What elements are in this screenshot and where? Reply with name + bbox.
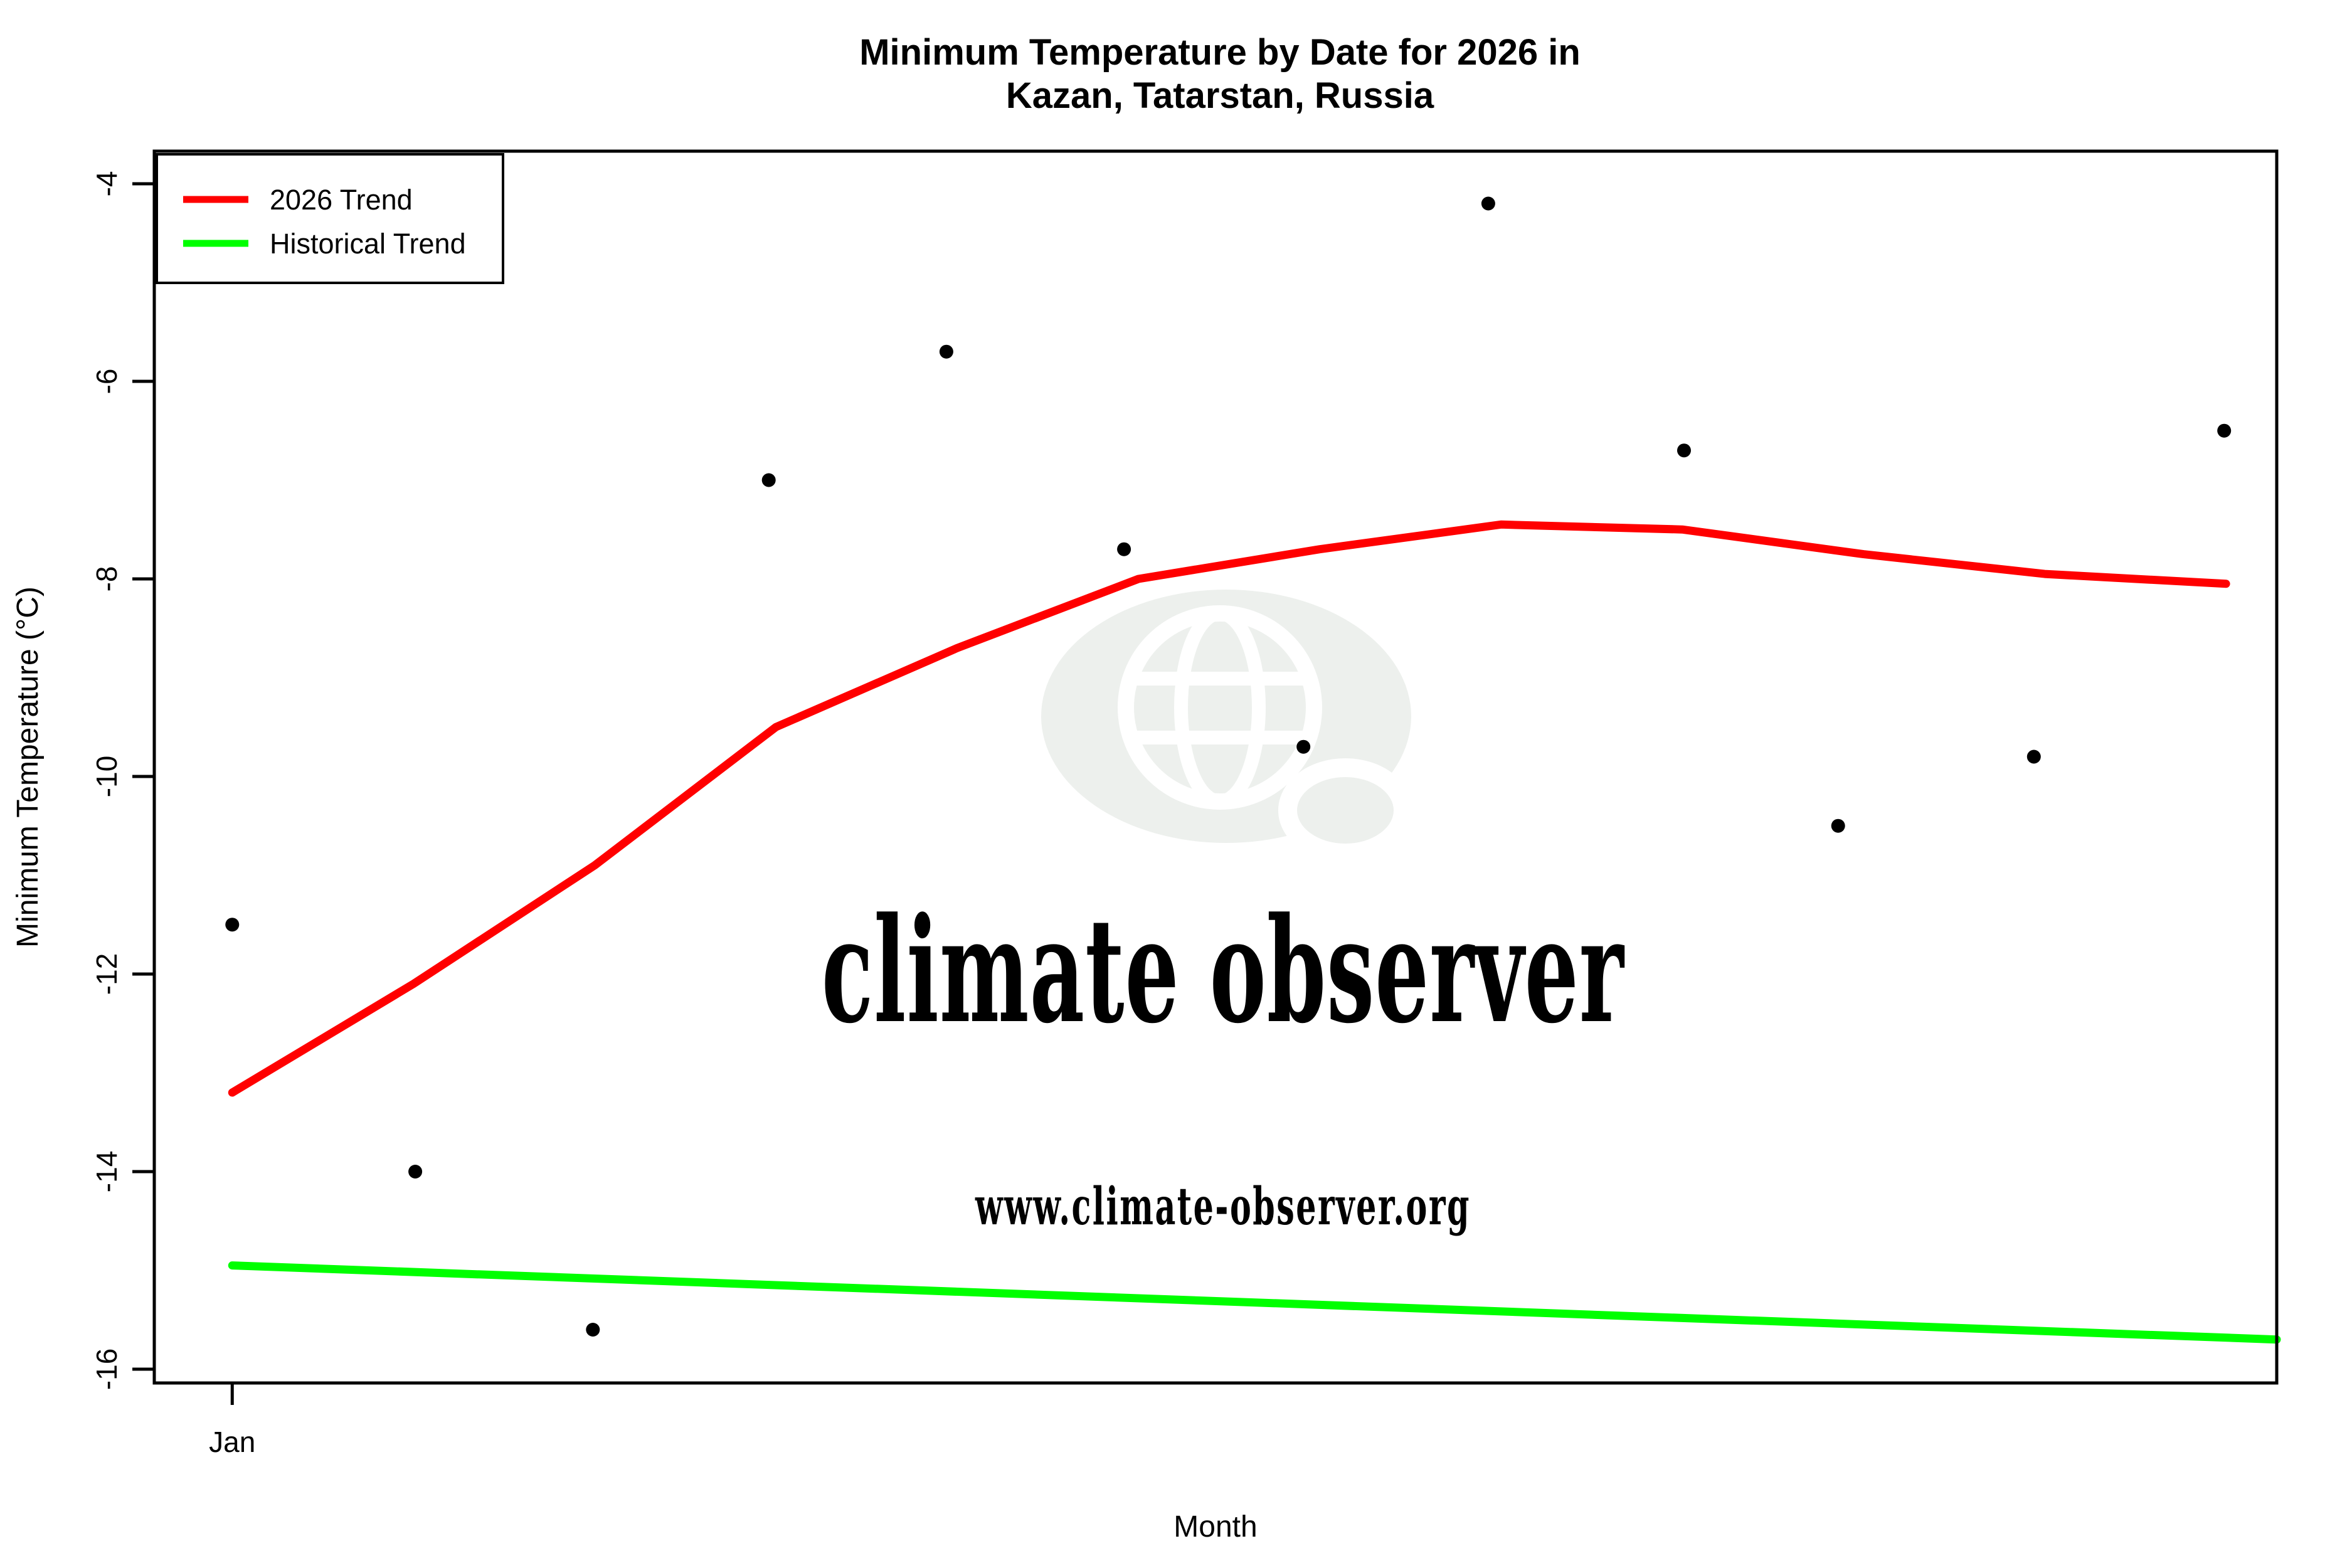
watermark: climate observer www.climate-observer.or… xyxy=(822,590,1624,1237)
y-tick-label: -6 xyxy=(90,369,123,395)
legend: 2026 Trend Historical Trend xyxy=(156,153,504,284)
y-tick-label: -16 xyxy=(90,1348,123,1390)
magnifier-icon xyxy=(1278,758,1484,916)
legend-label-historical: Historical Trend xyxy=(270,228,466,260)
data-point xyxy=(2026,750,2041,764)
data-point xyxy=(586,1323,600,1337)
data-point xyxy=(1481,196,1495,211)
y-tick-label: -12 xyxy=(90,953,123,995)
data-point xyxy=(1296,739,1311,754)
chart-title-line2: Kazan, Tatarstan, Russia xyxy=(1006,75,1434,116)
axis-ticks-layer: -4 -6 -8 -10 -12 -14 -16 Jan xyxy=(90,171,255,1458)
legend-label-2026: 2026 Trend xyxy=(270,184,413,216)
y-tick-label: -4 xyxy=(90,171,123,197)
plot-box xyxy=(152,149,2279,1385)
y-axis-title: Minimum Temperature (°C) xyxy=(11,586,45,948)
y-tick-label: -10 xyxy=(90,756,123,797)
legend-box xyxy=(156,153,504,284)
watermark-brand-text: climate observer xyxy=(822,886,1624,1056)
chart-title-line1: Minimum Temperature by Date for 2026 in xyxy=(859,32,1581,73)
x-axis-title: Month xyxy=(1173,1510,1257,1544)
trend-line-historical xyxy=(228,1261,2281,1344)
data-point xyxy=(2217,423,2232,438)
globe-icon xyxy=(1118,605,1322,810)
watermark-url-text: www.climate-observer.org xyxy=(975,1177,1471,1237)
y-tick-label: -14 xyxy=(90,1151,123,1192)
y-tick-label: -8 xyxy=(90,566,123,592)
series-layer xyxy=(225,196,2281,1344)
data-point xyxy=(761,473,776,487)
data-point xyxy=(408,1165,423,1179)
x-tick-label: Jan xyxy=(209,1426,255,1458)
data-point xyxy=(1677,443,1691,458)
data-point xyxy=(1117,542,1131,556)
data-point xyxy=(939,344,953,359)
trend-line-2026 xyxy=(228,520,2230,1097)
data-point xyxy=(1831,818,1845,833)
data-point xyxy=(225,918,240,932)
